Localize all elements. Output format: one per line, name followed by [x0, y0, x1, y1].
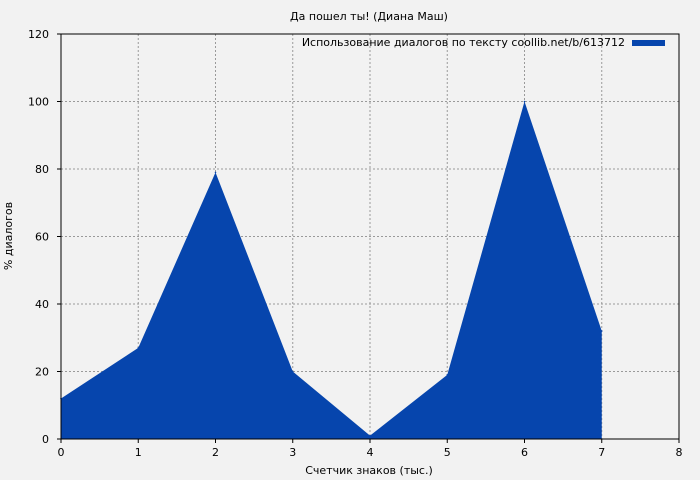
- x-tick-label: 4: [367, 446, 374, 459]
- x-tick-label: 7: [598, 446, 605, 459]
- y-tick-label: 0: [42, 433, 49, 446]
- data-point: [369, 434, 371, 437]
- y-tick-label: 60: [35, 231, 49, 244]
- series-area-0: [61, 101, 602, 439]
- y-tick-label: 100: [28, 96, 49, 109]
- legend: Использование диалогов по тексту coollib…: [302, 36, 665, 49]
- x-tick-label: 2: [212, 446, 219, 459]
- y-tick-label: 20: [35, 366, 49, 379]
- data-point: [600, 330, 603, 332]
- y-tick-label: 80: [35, 163, 49, 176]
- x-tick-label: 6: [521, 446, 528, 459]
- data-point: [523, 100, 526, 103]
- x-tick-label: 8: [676, 446, 683, 459]
- data-point: [137, 347, 140, 349]
- y-axis-label: % диалогов: [2, 202, 15, 270]
- x-axis-label: Счетчик знаков (тыс.): [305, 464, 433, 477]
- chart-title: Да пошел ты! (Диана Маш): [290, 10, 448, 23]
- data-point: [214, 171, 217, 174]
- x-tick-label: 1: [135, 446, 142, 459]
- legend-swatch: [632, 40, 665, 46]
- data-point: [291, 370, 294, 373]
- legend-label: Использование диалогов по тексту coollib…: [302, 36, 625, 49]
- x-tick-label: 3: [289, 446, 296, 459]
- y-tick-label: 40: [35, 298, 49, 311]
- x-tick-label: 5: [444, 446, 451, 459]
- series-area: [60, 100, 603, 439]
- y-tick-label: 120: [28, 28, 49, 41]
- x-tick-label: 0: [58, 446, 65, 459]
- data-point: [446, 374, 449, 376]
